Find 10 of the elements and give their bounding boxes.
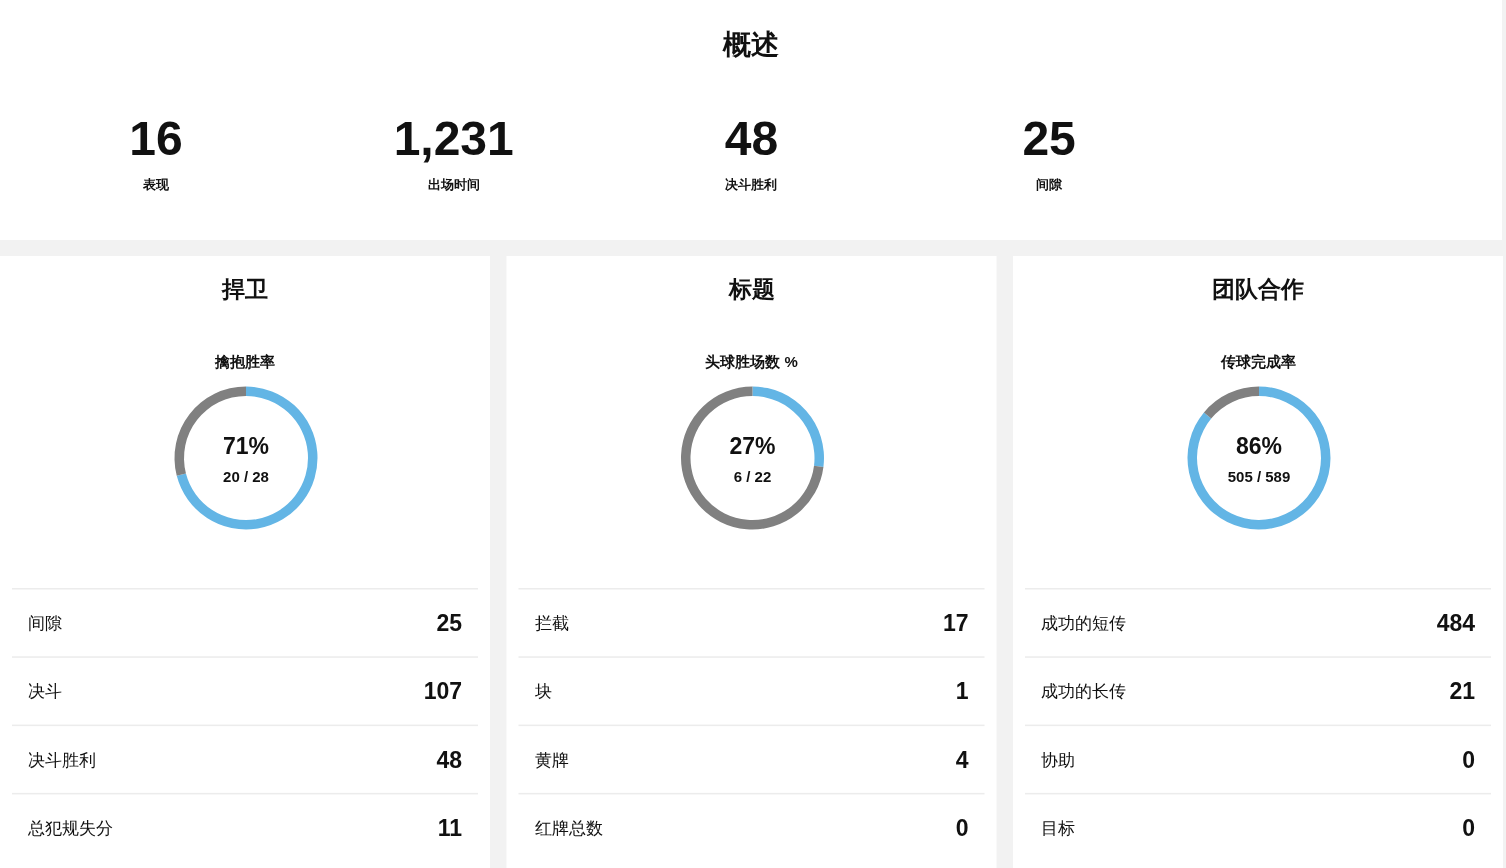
annotation: 20 / 28 [223,467,269,485]
title: 标题 [728,276,775,302]
title: 团队合作 [1212,276,1304,302]
annotation: 6 / 22 [733,467,772,485]
title: 捍卫 [222,276,268,302]
subtitle: 传球完成率 [1220,352,1296,370]
subtitle: 擒抱胜率 [215,352,275,370]
subtitle: 头球胜场数 % [705,352,798,370]
title: 概述 [723,28,779,60]
annotation: 505 / 589 [1227,467,1291,485]
